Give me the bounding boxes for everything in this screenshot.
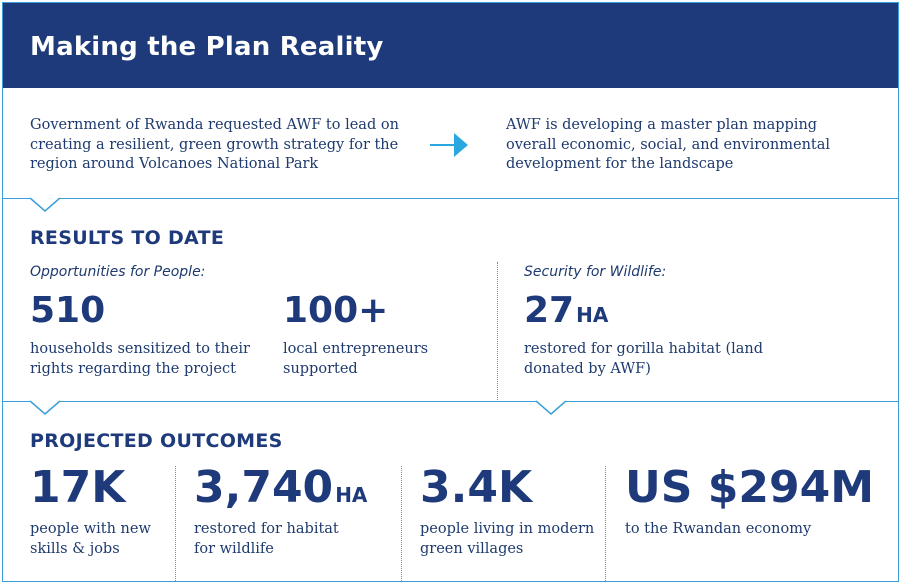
page-title: Making the Plan Reality <box>30 32 384 62</box>
stat-value-habitat: 3,740 HA <box>194 462 368 513</box>
divider-notch <box>30 400 60 415</box>
divider-intro <box>2 198 899 199</box>
people-subheading: Opportunities for People: <box>30 264 206 280</box>
stat-value-households: 510 <box>30 290 106 331</box>
stat-caption-villages: people living in modern green villages <box>420 521 595 557</box>
projected-separator <box>605 466 606 581</box>
results-separator <box>497 262 498 400</box>
stat-caption-gorilla-habitat: restored for gorilla habitat (land donat… <box>524 341 764 377</box>
projected-heading: PROJECTED OUTCOMES <box>30 430 283 452</box>
arrow-right-icon <box>430 133 468 157</box>
divider-notch <box>536 400 566 415</box>
stat-caption-habitat: restored for habitat for wildlife <box>194 521 339 557</box>
intro-left-text: Government of Rwanda requested AWF to le… <box>30 117 399 172</box>
stat-caption-economy: to the Rwandan economy <box>625 521 812 537</box>
stat-caption-entrepreneurs: local entrepreneurs supported <box>283 341 429 377</box>
stat-value-jobs: 17K <box>30 462 126 513</box>
stat-value-entrepreneurs: 100+ <box>283 290 389 331</box>
results-heading: RESULTS TO DATE <box>30 227 225 249</box>
projected-separator <box>401 466 402 581</box>
stat-value-villages: 3.4K <box>420 462 533 513</box>
stat-caption-households: households sensitized to their rights re… <box>30 341 250 377</box>
stat-caption-jobs: people with new skills & jobs <box>30 521 151 557</box>
divider-results <box>2 401 899 402</box>
stat-value-gorilla-habitat: 27 HA <box>524 290 609 331</box>
title-banner: Making the Plan Reality <box>2 2 899 88</box>
projected-separator <box>175 466 176 581</box>
wildlife-subheading: Security for Wildlife: <box>524 264 667 280</box>
stat-value-economy: US $294M <box>625 462 874 513</box>
divider-notch <box>30 197 60 212</box>
intro-right-text: AWF is developing a master plan mapping … <box>506 117 831 172</box>
